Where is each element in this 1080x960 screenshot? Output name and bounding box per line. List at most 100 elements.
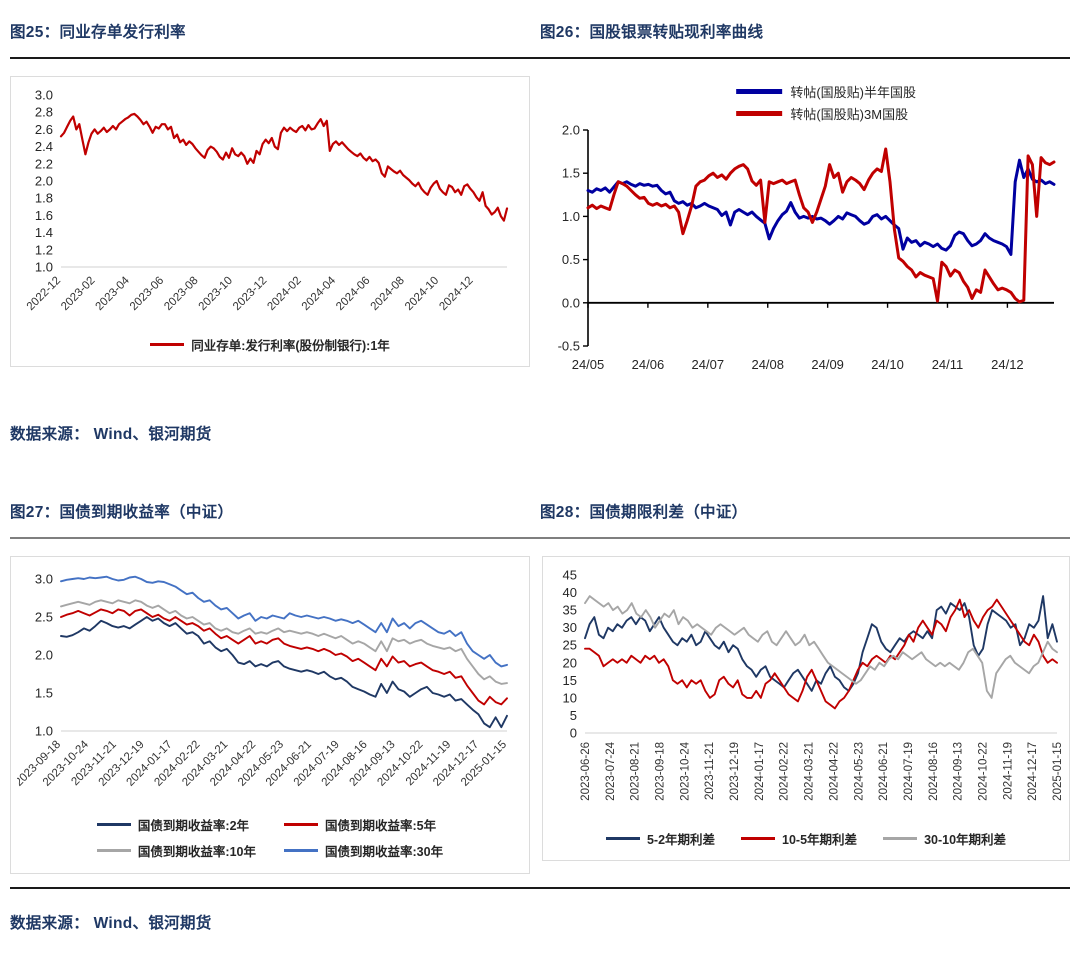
svg-text:2022-12: 2022-12 <box>25 275 63 313</box>
fig27-plot: 3.02.52.01.51.02023-09-182023-10-242023-… <box>17 572 509 789</box>
legend-label: 国债到期收益率:30年 <box>325 845 444 859</box>
fig25-chart-box: 3.0 2.8 2.6 2.4 2.2 2.0 1.8 1.6 1.4 1.2 1.0 2022-12… <box>10 76 530 367</box>
svg-text:2024-07-19: 2024-07-19 <box>903 742 915 801</box>
legend-line-swatch <box>883 837 918 840</box>
svg-text:2024-08: 2024-08 <box>369 275 407 313</box>
legend-item: 国债到期收益率:2年 <box>96 815 256 834</box>
legend-line-swatch <box>736 111 783 116</box>
svg-text:24/05: 24/05 <box>572 357 605 372</box>
svg-text:10: 10 <box>563 690 577 705</box>
svg-text:1.8: 1.8 <box>35 191 53 206</box>
legend-label: 转帖(国股贴)3M国股 <box>790 107 909 122</box>
legend-item: 转帖(国股贴)3M国股 <box>736 104 916 123</box>
svg-text:1.5: 1.5 <box>562 166 580 181</box>
svg-text:2024-06-21: 2024-06-21 <box>878 742 890 801</box>
legend-label: 30-10年期利差 <box>924 833 1007 847</box>
svg-text:45: 45 <box>563 568 577 583</box>
figures-section-1: 图25：同业存单发行利率 图26：国股银票转贴现利率曲线 3.0 2.8 2.6 2.… <box>10 20 1070 444</box>
fig28-title: 图28：国债期限利差（中证） <box>540 504 748 521</box>
source-note-2: 数据来源： Wind、银河期货 <box>10 915 212 932</box>
svg-text:40: 40 <box>563 585 577 600</box>
svg-text:1.6: 1.6 <box>35 208 53 223</box>
fig25-title: 图25：同业存单发行利率 <box>10 24 186 41</box>
svg-text:20: 20 <box>563 655 577 670</box>
svg-text:2024-01-17: 2024-01-17 <box>754 742 766 801</box>
svg-text:24/09: 24/09 <box>811 357 844 372</box>
fig26-title: 图26：国股银票转贴现利率曲线 <box>540 24 764 41</box>
legend-label: 转帖(国股贴)半年国股 <box>790 85 917 100</box>
legend-line-swatch <box>736 89 783 94</box>
svg-text:2024-05-23: 2024-05-23 <box>853 742 865 801</box>
legend-line-swatch <box>284 849 318 852</box>
legend-label: 国债到期收益率:2年 <box>137 819 250 833</box>
svg-text:1.4: 1.4 <box>35 225 53 240</box>
svg-text:1.0: 1.0 <box>35 260 53 275</box>
fig26-chart-area: 转帖(国股贴)半年国股 转帖(国股贴)3M国股 2.0 1.5 1.0 0.5 0.0 -0… <box>540 76 1070 376</box>
svg-text:24/12: 24/12 <box>991 357 1024 372</box>
svg-text:2023-04: 2023-04 <box>94 274 133 313</box>
svg-text:1.2: 1.2 <box>35 242 53 257</box>
fig25-column: 3.0 2.8 2.6 2.4 2.2 2.0 1.8 1.6 1.4 1.2 1.0 2022-12… <box>10 76 540 367</box>
svg-text:2023-08: 2023-08 <box>162 275 200 313</box>
svg-text:2.0: 2.0 <box>35 648 53 663</box>
svg-text:2024-08-16: 2024-08-16 <box>928 742 940 801</box>
svg-text:2.0: 2.0 <box>562 123 580 138</box>
fig26-plot: 2.0 1.5 1.0 0.5 0.0 -0.5 24/05 24/06 24/07 24/08 2… <box>558 123 1056 372</box>
figures-section-2: 图27：国债到期收益率（中证） 图28：国债期限利差（中证） 3.0 2.5 2.0… <box>10 500 1070 933</box>
svg-text:30: 30 <box>563 620 577 635</box>
svg-text:3.0: 3.0 <box>35 88 53 103</box>
svg-text:1.5: 1.5 <box>35 686 53 701</box>
svg-text:2.4: 2.4 <box>35 139 53 154</box>
fig27-title: 图27：国债到期收益率（中证） <box>10 504 234 521</box>
legend-item: 5-2年期利差 <box>605 829 716 848</box>
legend-item: 国债到期收益率:5年 <box>284 815 443 834</box>
fig25-plot: 3.0 2.8 2.6 2.4 2.2 2.0 1.8 1.6 1.4 1.2 1.02022-12… <box>25 88 509 313</box>
svg-text:24/07: 24/07 <box>692 357 725 372</box>
svg-text:2024-10: 2024-10 <box>403 275 441 313</box>
legend-label: 5-2年期利差 <box>646 833 716 847</box>
charts-row-1: 3.0 2.8 2.6 2.4 2.2 2.0 1.8 1.6 1.4 1.2 1.0 2022-12… <box>10 76 1070 376</box>
legend-line-swatch <box>741 837 776 840</box>
svg-text:2024-02-22: 2024-02-22 <box>779 742 791 801</box>
svg-text:2.2: 2.2 <box>35 156 53 171</box>
legend-line-swatch <box>605 837 640 840</box>
svg-text:2023-08-21: 2023-08-21 <box>630 742 642 801</box>
svg-text:24/06: 24/06 <box>632 357 665 372</box>
legend-line-swatch <box>96 849 131 852</box>
svg-text:2.6: 2.6 <box>35 122 53 137</box>
fig27-legend: 国债到期收益率:2年 国债到期收益率:5年国债到期收益率:10年 国债到期收益率:3… <box>17 813 523 869</box>
svg-text:2023-09-18: 2023-09-18 <box>655 742 667 801</box>
title-divider-1 <box>10 57 1070 59</box>
svg-text:2.8: 2.8 <box>35 105 53 120</box>
svg-text:3.0: 3.0 <box>35 572 53 587</box>
legend-label: 同业存单:发行利率(股份制银行):1年 <box>191 339 390 353</box>
legend-line-swatch <box>150 343 185 346</box>
svg-text:2023-11-21: 2023-11-21 <box>704 742 716 800</box>
svg-text:15: 15 <box>563 673 577 688</box>
source-note-1: 数据来源： Wind、银河期货 <box>10 426 212 443</box>
svg-text:2023-07-24: 2023-07-24 <box>605 741 617 800</box>
svg-text:2.5: 2.5 <box>35 610 53 625</box>
legend-line-swatch <box>96 823 131 826</box>
fig28-chart-box: 45 40 35 30 25 20 15 10 5 0 2023-06-26 2023-07-24 20… <box>542 556 1070 861</box>
fig25-legend: 同业存单:发行利率(股份制银行):1年 <box>17 331 523 362</box>
svg-text:2023-10: 2023-10 <box>197 275 235 313</box>
legend-label: 国债到期收益率:10年 <box>137 845 256 859</box>
svg-text:2024-04-22: 2024-04-22 <box>828 742 840 801</box>
svg-text:2023-10-24: 2023-10-24 <box>679 741 691 800</box>
title-divider-2 <box>10 537 1070 539</box>
charts-row-2: 3.0 2.5 2.0 1.5 1.0 2023-09-18 2023-10-24 2023-… <box>10 556 1070 874</box>
legend-item: 30-10年期利差 <box>883 829 1006 848</box>
legend-line-swatch <box>284 823 318 826</box>
svg-text:2024-09-13: 2024-09-13 <box>953 742 965 801</box>
svg-text:2024-12-17: 2024-12-17 <box>1027 742 1039 801</box>
svg-text:0.5: 0.5 <box>562 252 580 267</box>
svg-text:2024-04: 2024-04 <box>300 274 339 313</box>
svg-text:2.0: 2.0 <box>35 174 53 189</box>
fig26-column: 转帖(国股贴)半年国股 转帖(国股贴)3M国股 2.0 1.5 1.0 0.5 0.0 -0… <box>540 76 1070 376</box>
svg-text:2024-11-19: 2024-11-19 <box>1002 742 1014 800</box>
svg-text:2024-06: 2024-06 <box>334 275 372 313</box>
svg-text:2023-06-26: 2023-06-26 <box>580 742 592 801</box>
